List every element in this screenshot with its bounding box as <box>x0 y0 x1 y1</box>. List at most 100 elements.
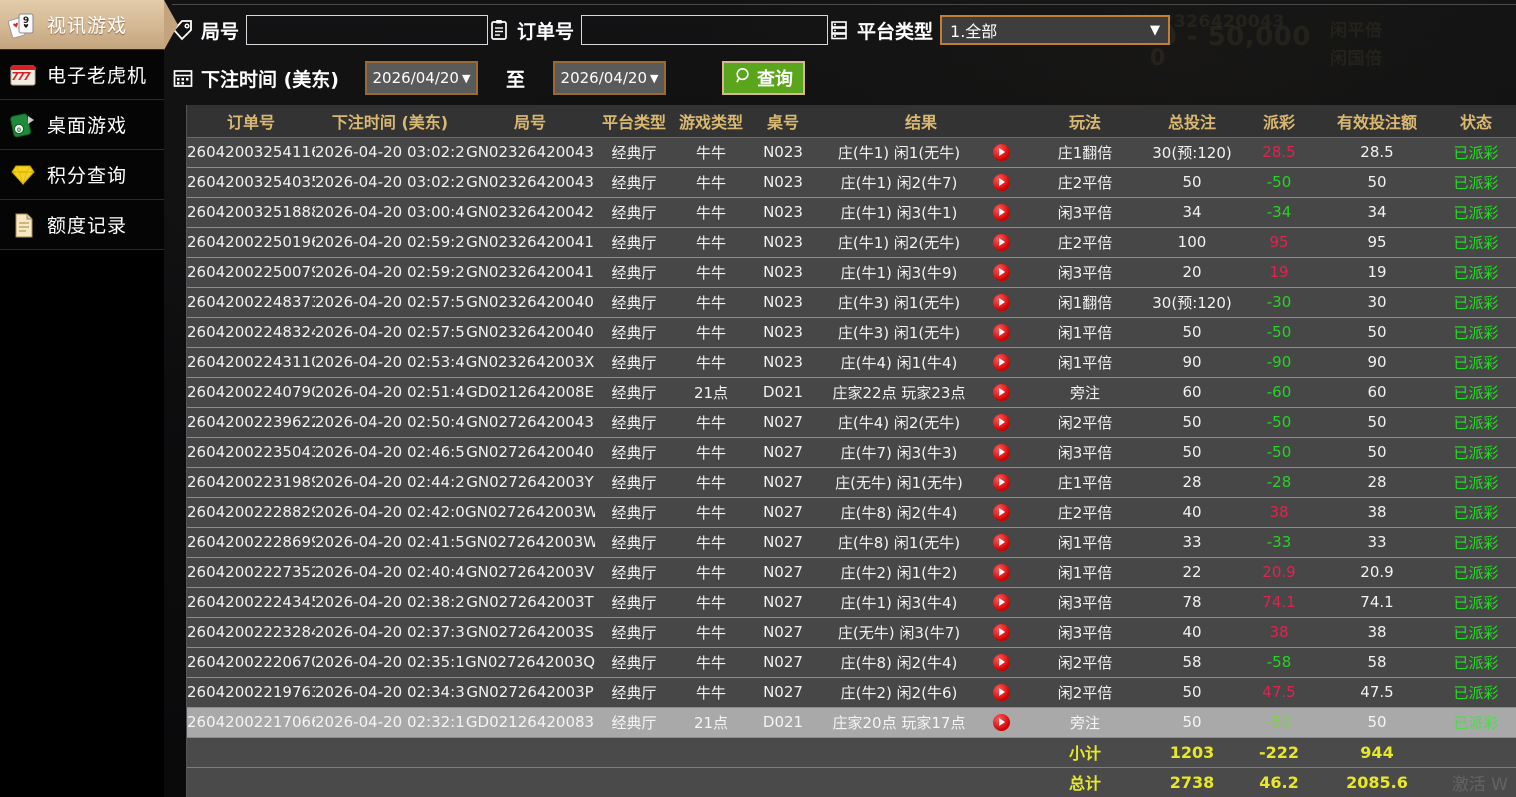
date-to-picker[interactable]: 2026/04/20 ▼ <box>553 61 666 95</box>
table-row[interactable]: 2604200222735212026-04-20 02:40:46GN0272… <box>187 557 1516 588</box>
round-input[interactable] <box>246 15 488 45</box>
play-video-icon[interactable] <box>992 533 1010 551</box>
table-row[interactable]: 2604200223962202026-04-20 02:50:45GN0272… <box>187 407 1516 438</box>
table-no-cell: N023 <box>749 317 817 348</box>
result-text: 庄(牛7) 闲3(牛3) <box>840 443 958 462</box>
table-no-cell: N027 <box>749 467 817 498</box>
col-payout[interactable]: 派彩 <box>1239 105 1319 138</box>
table-row[interactable]: 2604200224837362026-04-20 02:57:58GN0232… <box>187 287 1516 318</box>
table-row[interactable]: 2604200222869902026-04-20 02:41:52GN0272… <box>187 527 1516 558</box>
table-row[interactable]: 2604200224832492026-04-20 02:57:56GN0232… <box>187 317 1516 348</box>
table-row[interactable]: 2604200222882942026-04-20 02:42:01GN0272… <box>187 497 1516 528</box>
result-text: 庄(牛8) 闲1(无牛) <box>837 533 961 552</box>
col-play-type[interactable]: 玩法 <box>1025 105 1145 138</box>
bet-time-cell: 2026-04-20 02:57:56 <box>315 317 465 348</box>
footer-spacer <box>1435 767 1516 797</box>
sidebar-item-table-games[interactable]: 0 桌面游戏 <box>0 100 164 150</box>
status-cell: 已派彩 <box>1435 557 1516 588</box>
search-icon <box>734 66 753 90</box>
play-video-icon[interactable] <box>992 563 1010 581</box>
col-result[interactable]: 结果 <box>817 105 1025 138</box>
play-video-icon[interactable] <box>992 623 1010 641</box>
table-row[interactable]: 2604200223504362026-04-20 02:46:58GN0272… <box>187 437 1516 468</box>
status-cell: 已派彩 <box>1435 317 1516 348</box>
table-no-cell: N023 <box>749 227 817 258</box>
table-header: 订单号 下注时间 (美东) 局号 平台类型 游戏类型 桌号 结果 玩法 总投注 … <box>187 105 1516 138</box>
total-bet-cell: 30(预:120) <box>1145 137 1239 168</box>
platform-cell: 经典厅 <box>595 647 673 678</box>
date-from-picker[interactable]: 2026/04/20 ▼ <box>364 61 478 95</box>
play-video-icon[interactable] <box>992 323 1010 341</box>
result-cell: 庄(牛8) 闲2(牛4) <box>817 497 1025 528</box>
table-no-cell: D021 <box>749 377 817 408</box>
order-input[interactable] <box>581 15 828 45</box>
col-status[interactable]: 状态 <box>1435 105 1516 138</box>
play-video-icon[interactable] <box>992 593 1010 611</box>
col-round[interactable]: 局号 <box>465 105 595 138</box>
sidebar-item-credit-records[interactable]: 额度记录 <box>0 200 164 250</box>
platform-cell: 经典厅 <box>595 437 673 468</box>
col-game-type[interactable]: 游戏类型 <box>673 105 749 138</box>
document-icon <box>8 210 38 240</box>
table-row[interactable]: 2604200223198952026-04-20 02:44:28GN0272… <box>187 467 1516 498</box>
status-cell: 已派彩 <box>1435 137 1516 168</box>
play-video-icon[interactable] <box>992 203 1010 221</box>
round-cell: GN0272642003Y <box>465 467 595 498</box>
sidebar-item-points-query[interactable]: 积分查询 <box>0 150 164 200</box>
play-video-icon[interactable] <box>992 413 1010 431</box>
play-type-cell: 庄2平倍 <box>1025 167 1145 198</box>
col-bet-time[interactable]: 下注时间 (美东) <box>315 105 465 138</box>
col-order[interactable]: 订单号 <box>187 105 315 138</box>
table-row[interactable]: 2604200325403522026-04-20 03:02:24GN0232… <box>187 167 1516 198</box>
svg-text:9: 9 <box>23 16 29 26</box>
play-video-icon[interactable] <box>992 653 1010 671</box>
svg-text:0: 0 <box>17 127 21 134</box>
sidebar-item-video-games[interactable]: 9 视讯游戏 <box>0 0 178 50</box>
play-video-icon[interactable] <box>992 293 1010 311</box>
play-video-icon[interactable] <box>992 383 1010 401</box>
col-table-no[interactable]: 桌号 <box>749 105 817 138</box>
table-row[interactable]: 2604200325188832026-04-20 03:00:47GN0232… <box>187 197 1516 228</box>
platform-cell: 经典厅 <box>595 467 673 498</box>
filter-bar: 局号 订单号 <box>172 6 1516 102</box>
play-video-icon[interactable] <box>992 443 1010 461</box>
table-row[interactable]: 2604200221706682026-04-20 02:32:19GD0212… <box>187 707 1516 738</box>
order-cell: 260420022319895 <box>187 467 315 498</box>
order-cell: 260420022286990 <box>187 527 315 558</box>
col-platform[interactable]: 平台类型 <box>595 105 673 138</box>
table-row[interactable]: 2604200221976342026-04-20 02:34:32GN0272… <box>187 677 1516 708</box>
play-video-icon[interactable] <box>992 503 1010 521</box>
query-button[interactable]: 查询 <box>722 61 805 95</box>
result-text: 庄(牛1) 闲2(无牛) <box>837 233 961 252</box>
table-row[interactable]: 2604200222067022026-04-20 02:35:16GN0272… <box>187 647 1516 678</box>
game-type-cell: 牛牛 <box>673 557 749 588</box>
table-row[interactable]: 2604200224079052026-04-20 02:51:46GD0212… <box>187 377 1516 408</box>
total-bet-cell: 58 <box>1145 647 1239 678</box>
bet-time-label: 下注时间 (美东) <box>201 68 339 91</box>
play-video-icon[interactable] <box>992 263 1010 281</box>
platform-cell: 经典厅 <box>595 227 673 258</box>
table-row[interactable]: 2604200222434582026-04-20 02:38:24GN0272… <box>187 587 1516 618</box>
status-cell: 已派彩 <box>1435 347 1516 378</box>
table-row[interactable]: 2604200225019692026-04-20 02:59:26GN0232… <box>187 227 1516 258</box>
game-type-cell: 21点 <box>673 377 749 408</box>
result-text: 庄(牛3) 闲1(无牛) <box>837 323 961 342</box>
play-video-icon[interactable] <box>992 173 1010 191</box>
records-table-container[interactable]: 订单号 下注时间 (美东) 局号 平台类型 游戏类型 桌号 结果 玩法 总投注 … <box>186 105 1516 797</box>
play-video-icon[interactable] <box>992 473 1010 491</box>
table-row[interactable]: 2604200225007902026-04-20 02:59:20GN0232… <box>187 257 1516 288</box>
col-valid-bet[interactable]: 有效投注额 <box>1319 105 1435 138</box>
platform-select[interactable]: 1.全部 ▼ <box>940 15 1171 45</box>
table-row[interactable]: 2604200224311022026-04-20 02:53:42GN0232… <box>187 347 1516 378</box>
play-video-icon[interactable] <box>992 233 1010 251</box>
play-video-icon[interactable] <box>992 683 1010 701</box>
play-video-icon[interactable] <box>992 143 1010 161</box>
col-total-bet[interactable]: 总投注 <box>1145 105 1239 138</box>
play-video-icon[interactable] <box>992 353 1010 371</box>
result-cell: 庄家20点 玩家17点 <box>817 707 1025 738</box>
table-row[interactable]: 2604200222328442026-04-20 02:37:31GN0272… <box>187 617 1516 648</box>
table-row[interactable]: 2604200325411682026-04-20 03:02:27GN0232… <box>187 137 1516 168</box>
result-text: 庄(牛4) 闲2(无牛) <box>837 413 961 432</box>
play-video-icon[interactable] <box>992 713 1010 731</box>
